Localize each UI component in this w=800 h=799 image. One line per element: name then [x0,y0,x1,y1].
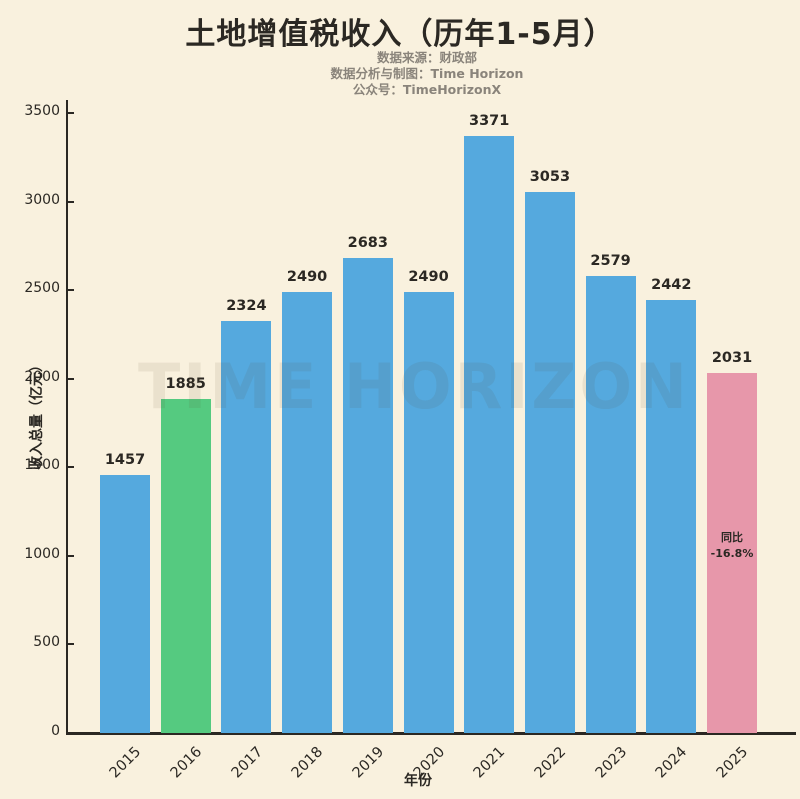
bar-2025 [707,373,757,733]
chart-title: 土地增值税收入（历年1-5月） [185,17,615,52]
bar-value-2017: 2324 [226,298,267,315]
y-tick-label-1000: 1000 [24,545,60,562]
bar-value-2024: 2442 [651,277,692,294]
bar-value-2019: 2683 [347,234,388,251]
y-tick-label-1500: 1500 [24,457,60,474]
bar-value-2020: 2490 [408,268,449,285]
bar-2021 [464,135,515,733]
subtitle-account: 公众号：TimeHorizonX [352,82,502,97]
y-tick-500 [68,643,74,646]
y-tick-label-2000: 2000 [24,368,60,385]
bar-value-2015: 1457 [104,451,146,468]
y-tick-label-3000: 3000 [24,191,60,208]
chart-subtitle: 数据来源：财政部 数据分析与制图：Time Horizon 公众号：TimeHo… [27,50,800,98]
y-tick-2500 [68,289,74,292]
y-tick-2000 [68,377,74,380]
y-tick-1000 [68,554,74,557]
bar-2016 [160,399,211,733]
x-tick-label-2015: 2015 [106,744,145,782]
bar-value-2022: 3053 [529,169,571,186]
y-tick-0 [68,732,74,734]
x-tick-label-2023: 2023 [592,744,630,782]
subtitle-data-source: 数据来源：财政部 [376,50,477,65]
y-tick-label-2500: 2500 [24,280,60,297]
annotation-yoy: 同比 -16.8% [687,530,777,562]
x-tick-label-2017: 2017 [228,744,266,782]
subtitle-author: 数据分析与制图：Time Horizon [330,66,524,81]
x-axis-line [66,732,796,735]
y-tick-label-0: 0 [51,723,60,739]
y-tick-3000 [68,200,74,203]
bar-value-2021: 3371 [469,112,510,129]
y-axis-label: 收入总量（亿元） [29,358,45,470]
bar-value-2023: 2579 [590,253,631,270]
x-tick-label-2022: 2022 [531,744,570,782]
y-tick-3500 [68,112,74,114]
y-tick-label-500: 500 [33,634,60,651]
annotation-line: -16.8% [710,547,754,560]
y-tick-label-3500: 3500 [24,103,60,119]
bar-2022 [524,192,575,733]
bar-2020 [403,291,454,733]
y-axis-line [66,100,68,735]
x-tick-label-2025: 2025 [713,744,752,782]
bar-2024 [646,300,697,733]
bar-2017 [221,321,272,733]
bar-2023 [585,276,636,733]
bar-2019 [342,257,393,733]
x-tick-label-2016: 2016 [167,744,206,782]
bar-value-2018: 2490 [286,268,328,285]
y-tick-1500 [68,466,74,469]
x-tick-label-2024: 2024 [653,744,691,782]
bar-value-2016: 1885 [165,376,206,393]
bar-value-2025: 2031 [711,350,753,367]
x-axis-label: 年份 [404,773,432,789]
bar-2018 [282,291,333,733]
bar-2015 [100,474,150,733]
annotation-line: 同比 [721,531,743,544]
